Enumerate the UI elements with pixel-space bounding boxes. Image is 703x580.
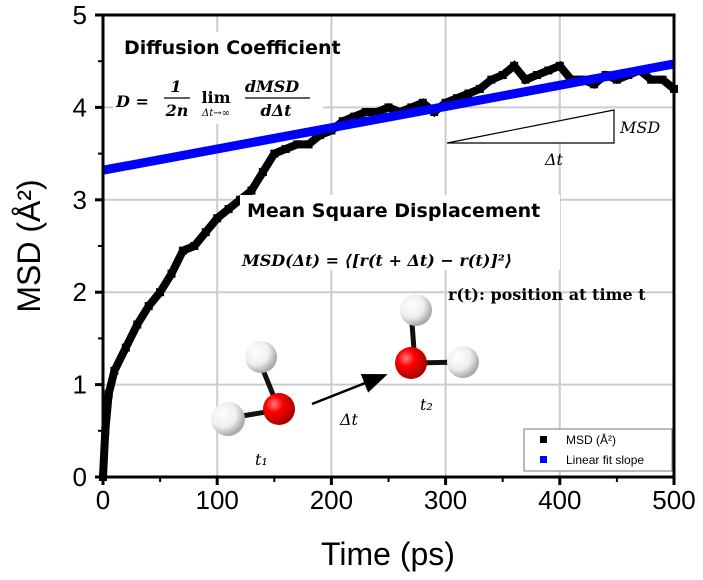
x-tick-label: 500 <box>652 485 695 515</box>
msd-point <box>612 75 621 84</box>
msd-point <box>532 71 541 80</box>
msd-point <box>190 242 199 250</box>
diffusion-frac-den: dΔt <box>261 101 293 120</box>
msd-point <box>110 366 119 375</box>
diffusion-lhs: D = <box>115 92 149 111</box>
msd-point <box>544 66 553 75</box>
x-tick-label: 100 <box>196 485 239 515</box>
y-tick-label: 0 <box>73 462 87 492</box>
msd-point <box>555 61 564 70</box>
slope-vertical-label: MSD <box>619 118 660 137</box>
msd-point <box>373 108 382 117</box>
msd-point <box>293 140 302 149</box>
msd-point <box>521 75 530 84</box>
msd-point <box>498 71 507 80</box>
msd-point <box>224 205 233 214</box>
msd-point <box>201 228 210 237</box>
water-molecule-t1 <box>211 341 295 436</box>
slope-triangle <box>446 109 615 144</box>
msd-point <box>453 94 462 103</box>
msd-point <box>178 246 187 255</box>
lim-sub: Δt→∞ <box>201 108 230 119</box>
msd-point <box>464 89 473 98</box>
diffusion-frac-num: dMSD <box>245 77 299 96</box>
diffusion-den: 2n <box>165 101 189 120</box>
msd-point <box>384 103 393 112</box>
y-axis-label: MSD (Å²) <box>11 179 47 312</box>
diffusion-num: 1 <box>170 77 181 96</box>
y-tick-label: 5 <box>73 0 87 30</box>
msd-point <box>258 168 267 177</box>
water-molecule-t2 <box>395 294 479 379</box>
legend-marker-fit <box>540 456 547 463</box>
arrow-label: Δt <box>339 410 359 429</box>
msd-point <box>361 108 370 117</box>
t2-label: t₂ <box>420 395 433 414</box>
msd-point <box>247 186 256 195</box>
x-tick-label: 200 <box>310 485 353 515</box>
msd-point <box>418 98 427 107</box>
msd-point <box>104 389 113 398</box>
diffusion-title: Diffusion Coefficient <box>124 37 341 59</box>
msd-point <box>101 426 110 435</box>
msd-point <box>407 103 416 112</box>
slope-horizontal-label: Δt <box>544 150 564 169</box>
legend: MSD (Å²) Linear fit slope <box>523 428 673 472</box>
x-tick-label: 400 <box>538 485 581 515</box>
y-tick-label: 1 <box>73 370 87 400</box>
msd-point <box>304 140 313 149</box>
msd-point <box>281 144 290 153</box>
msd-point <box>510 61 519 70</box>
x-axis-label: Time (ps) <box>321 536 455 572</box>
msd-point <box>133 320 142 329</box>
msd-point <box>156 288 165 297</box>
msd-point <box>270 149 279 158</box>
y-tick-label: 4 <box>73 92 87 122</box>
legend-label-msd: MSD (Å²) <box>566 432 616 447</box>
msd-point <box>213 214 222 223</box>
msd-point <box>350 112 359 121</box>
msd-point <box>475 84 484 93</box>
msd-point <box>315 131 324 140</box>
t1-label: t₁ <box>255 450 268 469</box>
msd-title: Mean Square Displacement <box>247 200 540 222</box>
msd-point <box>144 302 153 311</box>
msd-point <box>121 343 130 352</box>
msd-point <box>167 269 176 278</box>
y-tick-label: 3 <box>73 185 87 215</box>
x-tick-label: 0 <box>96 485 110 515</box>
msd-point <box>487 75 496 84</box>
msd-formula: MSD(Δt) = ⟨[r(t + Δt) − r(t)]²⟩ <box>241 251 512 270</box>
legend-label-fit: Linear fit slope <box>566 453 644 467</box>
position-note: r(t): position at time t <box>448 285 646 304</box>
y-tick-label: 2 <box>73 277 87 307</box>
plot-frame <box>101 13 676 479</box>
legend-marker-msd <box>540 436 547 443</box>
msd-point <box>590 80 599 89</box>
lim-text: lim <box>201 88 230 107</box>
annotation-bg <box>113 32 323 124</box>
msd-point <box>658 75 667 84</box>
displacement-arrow <box>311 374 388 406</box>
linear-fit-line <box>102 59 675 175</box>
x-tick-label: 300 <box>424 485 467 515</box>
msd-point <box>647 75 656 84</box>
msd-annotation-bg <box>240 195 560 270</box>
